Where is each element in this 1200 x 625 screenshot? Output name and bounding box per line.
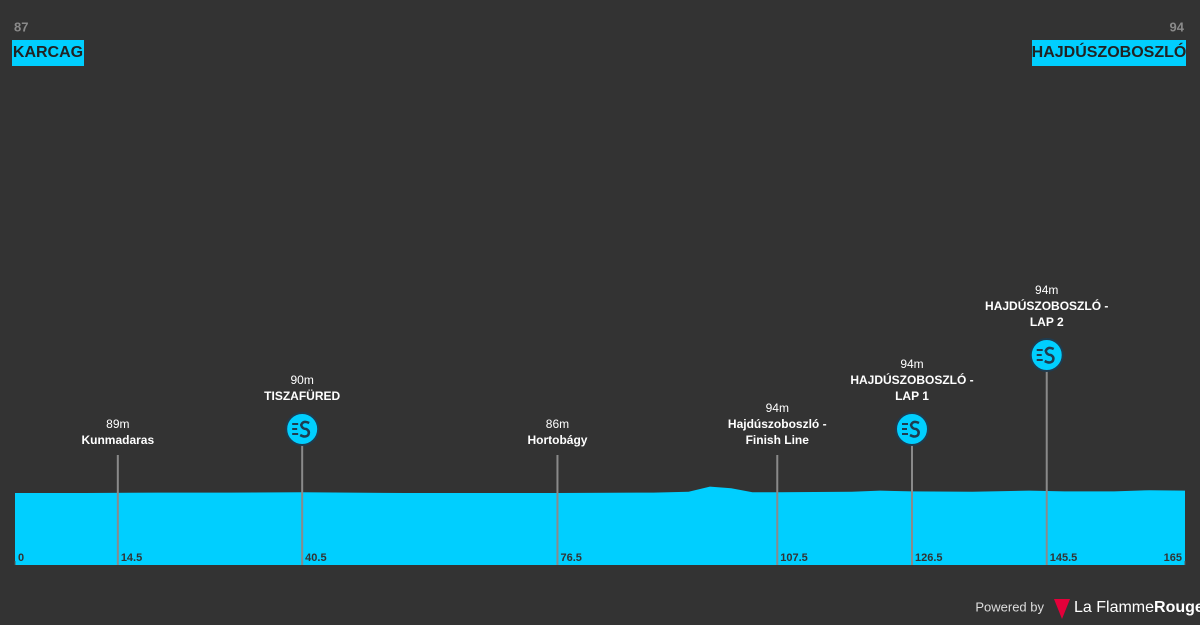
waypoint-elevation: 94m [900, 357, 923, 371]
sprint-lines [902, 423, 908, 435]
sprint-s [299, 420, 311, 438]
sprint-icon [285, 412, 320, 446]
x-tick-label: 14.5 [121, 552, 142, 564]
start-badge [12, 40, 84, 66]
x-tick-label: 145.5 [1050, 552, 1078, 564]
profile-area [15, 486, 1185, 565]
waypoint-elevation: 94m [1035, 283, 1058, 297]
sprint-s [1044, 346, 1055, 364]
x-tick-label: 107.5 [780, 552, 808, 564]
brand-bold: Rouge [1154, 599, 1200, 616]
end-name: HAJDÚSZOBOSZLÓ [1032, 42, 1187, 61]
end-elevation: 94 [1170, 19, 1185, 34]
waypoint-name: HAJDÚSZOBOSZLÓ - [985, 298, 1108, 313]
x-tick-label: 126.5 [915, 552, 943, 564]
sprint-s [909, 420, 920, 438]
waypoint-elevation: 89m [106, 417, 129, 431]
waypoint-name: Hortobágy [527, 433, 587, 447]
brand-light: La Flamme [1074, 599, 1154, 616]
x-tick-label: 0 [18, 552, 24, 564]
logo-icon [1054, 599, 1070, 619]
waypoint-name: Finish Line [746, 433, 810, 447]
x-tick-label: 165 [1164, 552, 1182, 564]
waypoint-elevation: 90m [291, 373, 314, 387]
waypoint-name: TISZAFÜRED [264, 388, 340, 403]
waypoint-name: LAP 1 [895, 389, 929, 403]
waypoint-elevation: 94m [766, 401, 789, 415]
sprint-icon [895, 412, 929, 446]
x-tick-label: 76.5 [560, 552, 581, 564]
waypoint-name: LAP 2 [1030, 315, 1064, 329]
x-tick-label: 40.5 [305, 552, 326, 564]
start-elevation: 87 [14, 19, 28, 34]
sprint-lines [1036, 349, 1043, 361]
waypoint-name: Kunmadaras [81, 433, 154, 447]
waypoint-elevation: 86m [546, 417, 569, 431]
waypoint-name: HAJDÚSZOBOSZLÓ - [850, 372, 973, 387]
powered-by: Powered by [975, 599, 1044, 614]
sprint-lines [292, 423, 299, 435]
brand: La FlammeRouge [1074, 599, 1200, 616]
end-badge [1032, 40, 1186, 66]
sprint-icon [1029, 338, 1064, 372]
waypoint-name: Hajdúszoboszló - [728, 417, 827, 431]
start-name: KARCAG [13, 44, 83, 61]
